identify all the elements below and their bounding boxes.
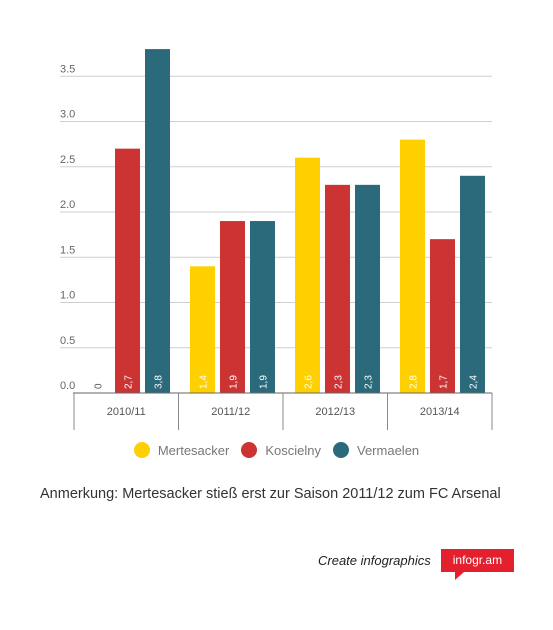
y-tick-label: 0.5: [60, 335, 75, 347]
data-label: 2,7: [124, 375, 135, 389]
legend-item-vermaelen[interactable]: Vermaelen: [333, 442, 419, 458]
bar-vermaelen-2010-11[interactable]: [145, 49, 170, 393]
bar-chart: 0.0 0.5 1.0 1.5 2.0 2.5 3.0 3.5 0 2,7 3,8 1,4 1,9 1,…: [60, 49, 493, 430]
x-tick-label: 2010/11: [107, 406, 146, 418]
x-axis: 2010/11 2011/12 2012/13 2013/14: [73, 392, 493, 430]
y-tick-label: 0.0: [60, 380, 75, 392]
x-tick-label: 2013/14: [420, 406, 460, 418]
infogram-badge[interactable]: infogr.am: [440, 549, 515, 580]
bar-vermaelen-2013-14[interactable]: [460, 175, 485, 393]
y-tick-label: 1.0: [60, 290, 75, 302]
bar-koscielny-2012-13[interactable]: [325, 184, 350, 393]
x-tick-label: 2012/13: [315, 406, 355, 418]
data-label: 2,3: [334, 375, 345, 389]
legend: Mertesacker Koscielny Vermaelen: [0, 442, 553, 458]
bars: 0 2,7 3,8 1,4 1,9 1,9 2,6 2,3 2,3 2,8 1,7 2,4: [94, 49, 485, 393]
bar-mertesacker-2013-14[interactable]: [400, 139, 425, 393]
bar-mertesacker-2012-13[interactable]: [295, 157, 320, 393]
legend-label-vermaelen: Vermaelen: [357, 442, 420, 458]
legend-label-koscielny: Koscielny: [265, 442, 321, 458]
data-label: 1,9: [229, 375, 240, 389]
legend-dot-vermaelen: [333, 442, 349, 458]
bar-koscielny-2010-11[interactable]: [115, 148, 140, 393]
y-tick-label: 2.0: [60, 199, 75, 211]
bar-vermaelen-2012-13[interactable]: [355, 184, 380, 393]
data-label: 2,3: [364, 375, 375, 389]
data-label: 1,7: [439, 375, 450, 389]
footer: Create infographics infogr.am: [318, 549, 515, 580]
y-tick-label: 3.0: [60, 109, 75, 121]
legend-dot-koscielny: [241, 442, 258, 458]
bar-mertesacker-2011-12[interactable]: [190, 266, 215, 393]
data-label: 1,4: [199, 375, 210, 389]
y-tick-label: 3.5: [60, 63, 75, 75]
y-tick-label: 1.5: [60, 244, 75, 256]
chart-note: Anmerkung: Mertesacker stieß erst zur Sa…: [40, 486, 501, 502]
create-infographics-link[interactable]: Create infographics: [318, 553, 431, 568]
legend-item-koscielny[interactable]: Koscielny: [241, 442, 321, 458]
data-label: 1,9: [259, 375, 270, 389]
y-axis-ticks: 0.0 0.5 1.0 1.5 2.0 2.5 3.0 3.5: [60, 63, 75, 392]
bar-koscielny-2011-12[interactable]: [220, 221, 245, 393]
legend-item-mertesacker[interactable]: Mertesacker: [133, 442, 230, 458]
data-label: 2,4: [469, 375, 480, 389]
bar-vermaelen-2011-12[interactable]: [250, 221, 275, 393]
data-label: 3,8: [154, 375, 165, 389]
data-label: 2,6: [304, 375, 315, 389]
data-label: 0: [94, 383, 105, 389]
legend-label-mertesacker: Mertesacker: [157, 442, 230, 458]
bar-koscielny-2013-14[interactable]: [430, 239, 455, 393]
x-tick-label: 2011/12: [211, 406, 250, 418]
data-label: 2,8: [409, 375, 420, 389]
y-tick-label: 2.5: [60, 154, 75, 166]
legend-dot-mertesacker: [133, 442, 150, 458]
